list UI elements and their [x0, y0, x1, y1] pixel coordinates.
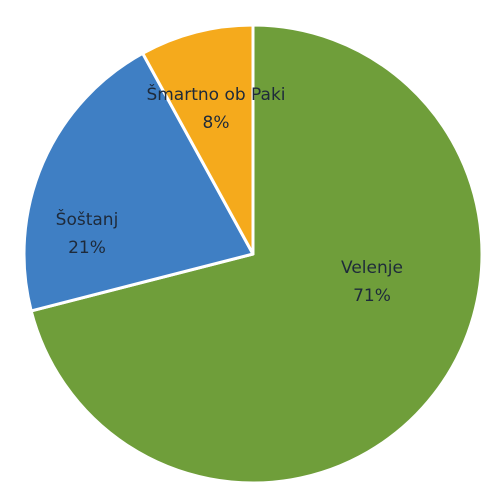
- slice-label: Velenje: [341, 258, 403, 278]
- slice-label: Šoštanj: [56, 208, 119, 230]
- slice-value-label: 71%: [353, 286, 391, 306]
- pie-slice: [22, 51, 255, 313]
- slice-label: Šmartno ob Paki: [146, 83, 285, 105]
- slice-value-label: 8%: [203, 113, 230, 133]
- slice-value-label: 21%: [68, 238, 106, 258]
- pie-slice: [141, 23, 255, 256]
- pie-slice: [29, 23, 484, 485]
